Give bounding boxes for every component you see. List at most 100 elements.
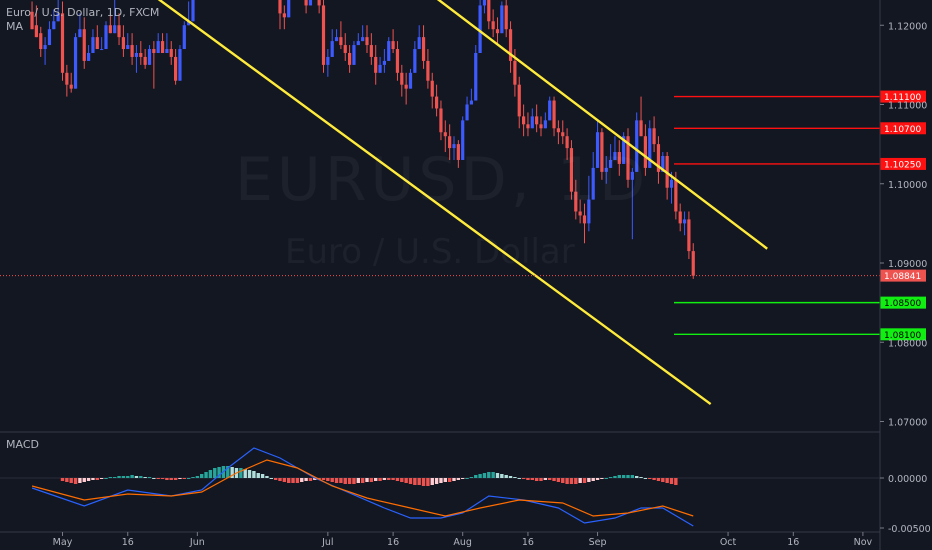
candle <box>678 203 682 232</box>
macd-histogram-bar <box>465 478 469 479</box>
candle-body <box>160 41 165 53</box>
candle <box>147 45 152 65</box>
macd-histogram-bar <box>252 471 256 478</box>
candle-body <box>508 29 513 61</box>
macd-histogram-bar <box>230 467 234 478</box>
macd-histogram-bar <box>595 478 600 480</box>
watermark-ticker: EURUSD, 1D <box>235 145 649 215</box>
candle <box>465 96 469 121</box>
candle-body <box>691 251 695 276</box>
candle-body <box>652 128 656 145</box>
macd-histogram-bar <box>321 478 326 480</box>
macd-histogram-bar <box>313 478 317 480</box>
candle <box>435 84 439 117</box>
macd-histogram-bar <box>400 478 404 482</box>
macd-histogram-bar <box>91 478 95 480</box>
candle-body <box>661 156 665 172</box>
candle-body <box>513 60 517 85</box>
candle-body <box>78 29 82 38</box>
macd-histogram-bar <box>639 477 643 478</box>
macd-histogram-bar <box>674 478 678 485</box>
channel-trendlines[interactable] <box>32 0 768 406</box>
macd-histogram-bar <box>86 478 91 481</box>
time-tick-label: Jul <box>321 537 333 548</box>
candle-body <box>682 219 687 224</box>
indicator-label-ma[interactable]: MA <box>6 20 24 33</box>
macd-histogram-bar <box>552 478 556 481</box>
macd-histogram-bar <box>308 478 313 481</box>
candle-body <box>47 29 52 46</box>
macd-histogram-bar <box>78 478 82 483</box>
candle-body <box>656 144 661 172</box>
time-tick-label: 16 <box>787 537 799 548</box>
candle <box>34 5 38 38</box>
candle-body <box>178 49 182 81</box>
macd-histogram-bar <box>543 478 548 480</box>
candle-body <box>469 100 473 105</box>
price-tick-label: 1.07000 <box>888 418 927 429</box>
price-levels-layer[interactable]: 1.11100 1.10700 1.10250 1.08500 1.08100 1.088… <box>0 90 926 341</box>
macd-histogram-bar <box>356 478 360 483</box>
macd-histogram-bar <box>656 478 661 481</box>
candle <box>334 29 339 42</box>
macd-histogram-bar <box>556 478 561 482</box>
macd-title[interactable]: MACD <box>6 438 39 451</box>
candle <box>356 33 360 46</box>
macd-histogram-bar <box>417 478 421 485</box>
candle-body <box>91 37 95 53</box>
candle <box>421 25 426 69</box>
candle <box>530 108 534 129</box>
candle <box>308 0 313 6</box>
candle <box>69 72 73 93</box>
macd-histogram-bar <box>69 478 73 483</box>
resistance-level-tag <box>880 90 926 103</box>
macd-histogram-bar <box>208 470 213 478</box>
candle-body <box>73 37 78 89</box>
candle <box>65 64 69 97</box>
candle-body <box>39 33 43 50</box>
macd-histogram-bar <box>621 475 626 478</box>
macd-histogram-bar <box>108 477 113 478</box>
macd-histogram-bar <box>604 478 608 479</box>
candle <box>156 33 160 53</box>
macd-histogram-bar <box>413 478 417 485</box>
macd-histogram-bar <box>387 478 391 480</box>
macd-histogram-bar <box>165 478 169 480</box>
macd-histogram-bar <box>561 478 565 483</box>
macd-histogram-bar <box>287 478 291 483</box>
candle <box>339 21 343 50</box>
watermark-name: Euro / U.S. Dollar <box>285 232 575 272</box>
candle-body <box>600 132 604 172</box>
macd-histogram-bar <box>574 478 578 484</box>
macd-histogram-bar <box>365 478 369 482</box>
candle <box>361 25 365 42</box>
candle-body <box>574 191 578 212</box>
macd-histogram-bar <box>482 473 487 478</box>
macd-histogram-bar <box>469 477 474 478</box>
symbol-title[interactable]: Euro / U.S. Dollar, 1D, FXCM <box>6 6 160 19</box>
candle-body <box>356 41 360 46</box>
candle <box>182 21 186 50</box>
candle <box>461 116 465 160</box>
macd-histogram-bar <box>95 478 99 480</box>
candle <box>100 37 104 51</box>
macd-histogram-bar <box>391 478 395 480</box>
candle <box>95 25 99 50</box>
macd-histogram-bar <box>569 478 574 484</box>
candle <box>60 1 65 81</box>
macd-histogram-bar <box>426 478 430 486</box>
time-tick-label: Nov <box>854 537 873 548</box>
candle <box>408 68 413 89</box>
candle <box>548 96 552 121</box>
candle <box>169 41 173 65</box>
candle <box>587 175 591 232</box>
macd-histogram-bar <box>404 478 408 483</box>
candle-body <box>604 167 608 172</box>
candle <box>626 128 630 188</box>
macd-histogram-bar <box>474 475 478 478</box>
candle <box>104 21 108 50</box>
macd-histogram-bar <box>517 478 521 479</box>
candle <box>78 13 82 38</box>
candle-body <box>60 13 65 73</box>
